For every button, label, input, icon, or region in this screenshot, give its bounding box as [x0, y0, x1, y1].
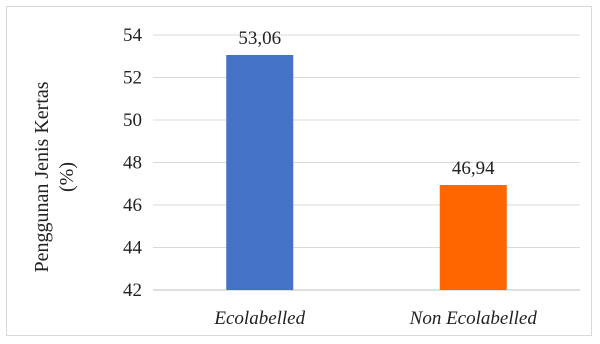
y-tick-label: 48	[123, 153, 142, 174]
y-axis-ticks: 42 44 46 48 50 52 54	[123, 25, 143, 301]
y-tick-label: 46	[123, 195, 142, 216]
x-category-label: Non Ecolabelled	[409, 308, 538, 329]
y-tick-label: 50	[123, 110, 142, 131]
x-axis-categories: Ecolabelled Non Ecolabelled	[213, 308, 537, 329]
y-axis-title: Penggunan Jenis Kertas	[31, 81, 53, 272]
grid-lines	[153, 34, 580, 291]
bar-non-ecolabelled	[439, 185, 507, 290]
data-label: 53,06	[238, 28, 281, 49]
data-labels: 53,06 46,94	[238, 28, 495, 179]
y-tick-label: 44	[123, 238, 143, 259]
bar-ecolabelled	[226, 54, 294, 290]
x-category-label: Ecolabelled	[213, 308, 305, 329]
y-axis-title-unit: (%)	[56, 162, 78, 192]
y-tick-label: 54	[123, 25, 143, 46]
data-label: 46,94	[452, 158, 495, 179]
y-tick-label: 42	[123, 280, 142, 301]
bars	[226, 54, 507, 290]
y-tick-label: 52	[123, 68, 142, 89]
